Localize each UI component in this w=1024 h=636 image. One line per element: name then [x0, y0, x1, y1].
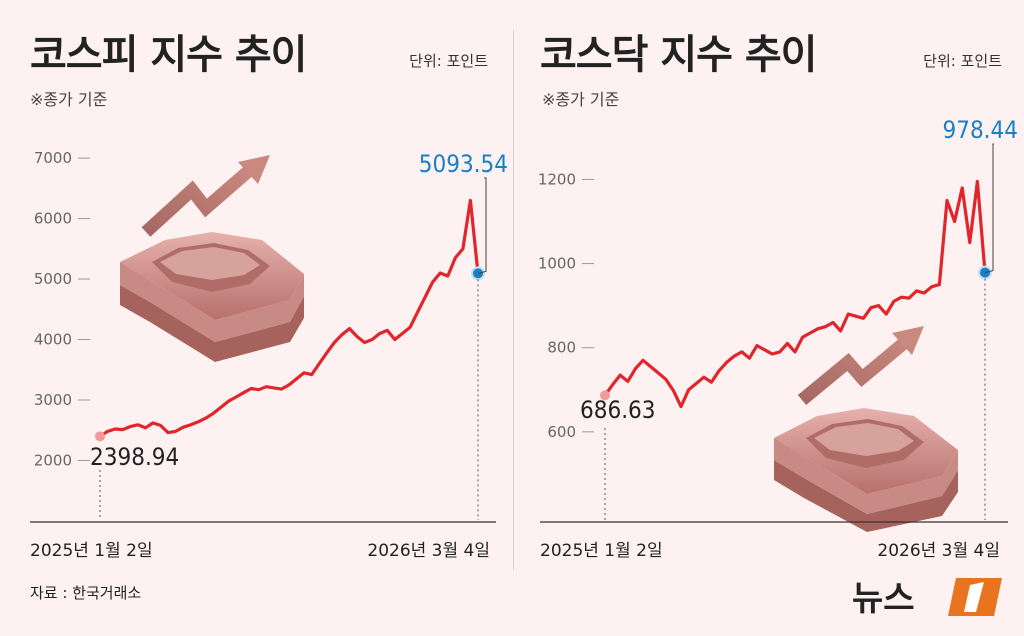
x-label-start: 2025년 1월 2일 [30, 541, 153, 561]
y-tick-label: 6000 [34, 210, 72, 228]
x-label-start: 2025년 1월 2일 [540, 541, 663, 561]
x-label-end: 2026년 3월 4일 [877, 541, 1000, 561]
start-value-label: 2398.94 [90, 443, 179, 471]
logo-badge-icon [948, 578, 1002, 616]
note-label: ※종가 기준 [30, 90, 108, 109]
note-label: ※종가 기준 [542, 90, 620, 109]
y-tick-label: 800 [547, 339, 576, 357]
unit-label: 단위: 포인트 [923, 52, 1002, 70]
rising-arrow-icon [797, 326, 924, 406]
y-axis: 600 800 1000 1200 [538, 170, 594, 441]
pedestal-icon [120, 232, 304, 362]
kosdaq-panel: 코스닥 지수 추이 단위: 포인트 ※종가 기준 600 800 1000 1200 [512, 0, 1024, 636]
rising-arrow-icon [141, 155, 270, 237]
plot-area [95, 177, 487, 442]
y-tick-label: 600 [547, 423, 576, 441]
x-label-end: 2026년 3월 4일 [367, 541, 490, 561]
source-label: 자료 : 한국거래소 [30, 584, 142, 602]
series-line [603, 179, 987, 409]
plot-area [600, 143, 994, 409]
y-tick-label: 5000 [34, 270, 72, 288]
chart-title: 코스닥 지수 추이 [540, 32, 817, 78]
panel-divider [513, 30, 514, 570]
chart-title: 코스피 지수 추이 [30, 32, 307, 78]
end-value-label: 5093.54 [419, 150, 508, 178]
y-tick-label: 7000 [34, 149, 72, 167]
y-tick-label: 2000 [34, 451, 72, 469]
end-value-label: 978.44 [942, 116, 1018, 144]
y-tick-label: 4000 [34, 331, 72, 349]
y-axis: 2000 3000 4000 5000 6000 7000 [34, 149, 90, 469]
end-leader-line [477, 177, 487, 274]
news1-logo: 뉴스 [852, 578, 1002, 619]
kospi-chart: 2000 3000 4000 5000 6000 7000 2398.94 5093.54… [30, 149, 508, 561]
y-tick-label: 1200 [538, 170, 576, 188]
pedestal-icon [774, 408, 958, 532]
start-value-label: 686.63 [580, 396, 656, 424]
kospi-panel: 코스피 지수 추이 단위: 포인트 ※종가 기준 2000 3000 4000 500… [30, 32, 508, 602]
y-tick-label: 3000 [34, 391, 72, 409]
start-marker [95, 431, 105, 442]
y-tick-label: 1000 [538, 255, 576, 273]
kosdaq-chart: 600 800 1000 1200 686.63 978.44 2025년 1월 2일… [538, 116, 1018, 561]
end-leader-line [984, 143, 994, 274]
start-marker [600, 390, 610, 401]
unit-label: 단위: 포인트 [409, 52, 488, 70]
logo-text: 뉴스 [852, 579, 915, 619]
